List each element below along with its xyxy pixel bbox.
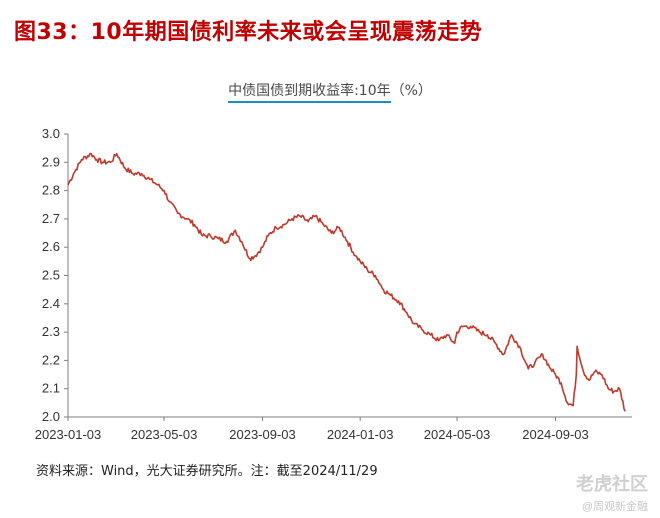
y-tick-label: 2.6 — [42, 239, 60, 254]
y-tick-label: 2.5 — [42, 268, 60, 283]
y-tick-label: 2.9 — [42, 154, 60, 169]
x-tick-label: 2024-01-03 — [327, 427, 394, 442]
y-tick-label: 2.3 — [42, 324, 60, 339]
x-tick-label: 2023-01-03 — [35, 427, 102, 442]
y-tick-label: 2.1 — [42, 381, 60, 396]
y-tick-label: 2.7 — [42, 211, 60, 226]
x-tick-label: 2023-09-03 — [229, 427, 296, 442]
x-tick-label: 2024-09-03 — [522, 427, 589, 442]
y-tick-label: 3.0 — [42, 126, 60, 141]
x-axis: 2023-01-03 2023-05-03 2023-09-03 2024-01-03… — [35, 416, 632, 442]
watermark-sub: @周观新金融 — [581, 501, 648, 513]
figure-title: 图33：10年期国债利率未来或会呈现震荡走势 — [14, 20, 483, 45]
y-tick-label: 2.4 — [42, 296, 60, 311]
line-chart: 中债国债到期收益率:10年（%） 3.0 2.9 2.8 2.7 2.6 2.5 2.4 2.… — [0, 80, 660, 460]
series-line — [67, 152, 626, 412]
y-tick-label: 2.8 — [42, 183, 60, 198]
source-note: 资料来源：Wind，光大证券研究所。注：截至2024/11/29 — [36, 464, 378, 479]
watermark-main: 老虎社区 — [576, 474, 648, 494]
watermark: 老虎社区 @周观新金融 — [576, 470, 648, 514]
series-group — [67, 152, 626, 412]
chart-title-unit: （%） — [390, 83, 432, 99]
chart-title: 中债国债到期收益率:10年（%） — [0, 80, 660, 103]
chart-title-text: 中债国债到期收益率:10年 — [228, 83, 391, 103]
y-tick-label: 2.2 — [42, 352, 60, 367]
y-tick-label: 2.0 — [42, 409, 60, 424]
y-axis: 3.0 2.9 2.8 2.7 2.6 2.5 2.4 2.3 2.2 2.1 2.0 — [42, 126, 69, 424]
chart-svg: 3.0 2.9 2.8 2.7 2.6 2.5 2.4 2.3 2.2 2.1 2.0 2023-0… — [35, 126, 632, 442]
x-tick-label: 2023-05-03 — [131, 427, 198, 442]
x-tick-label: 2024-05-03 — [424, 427, 491, 442]
